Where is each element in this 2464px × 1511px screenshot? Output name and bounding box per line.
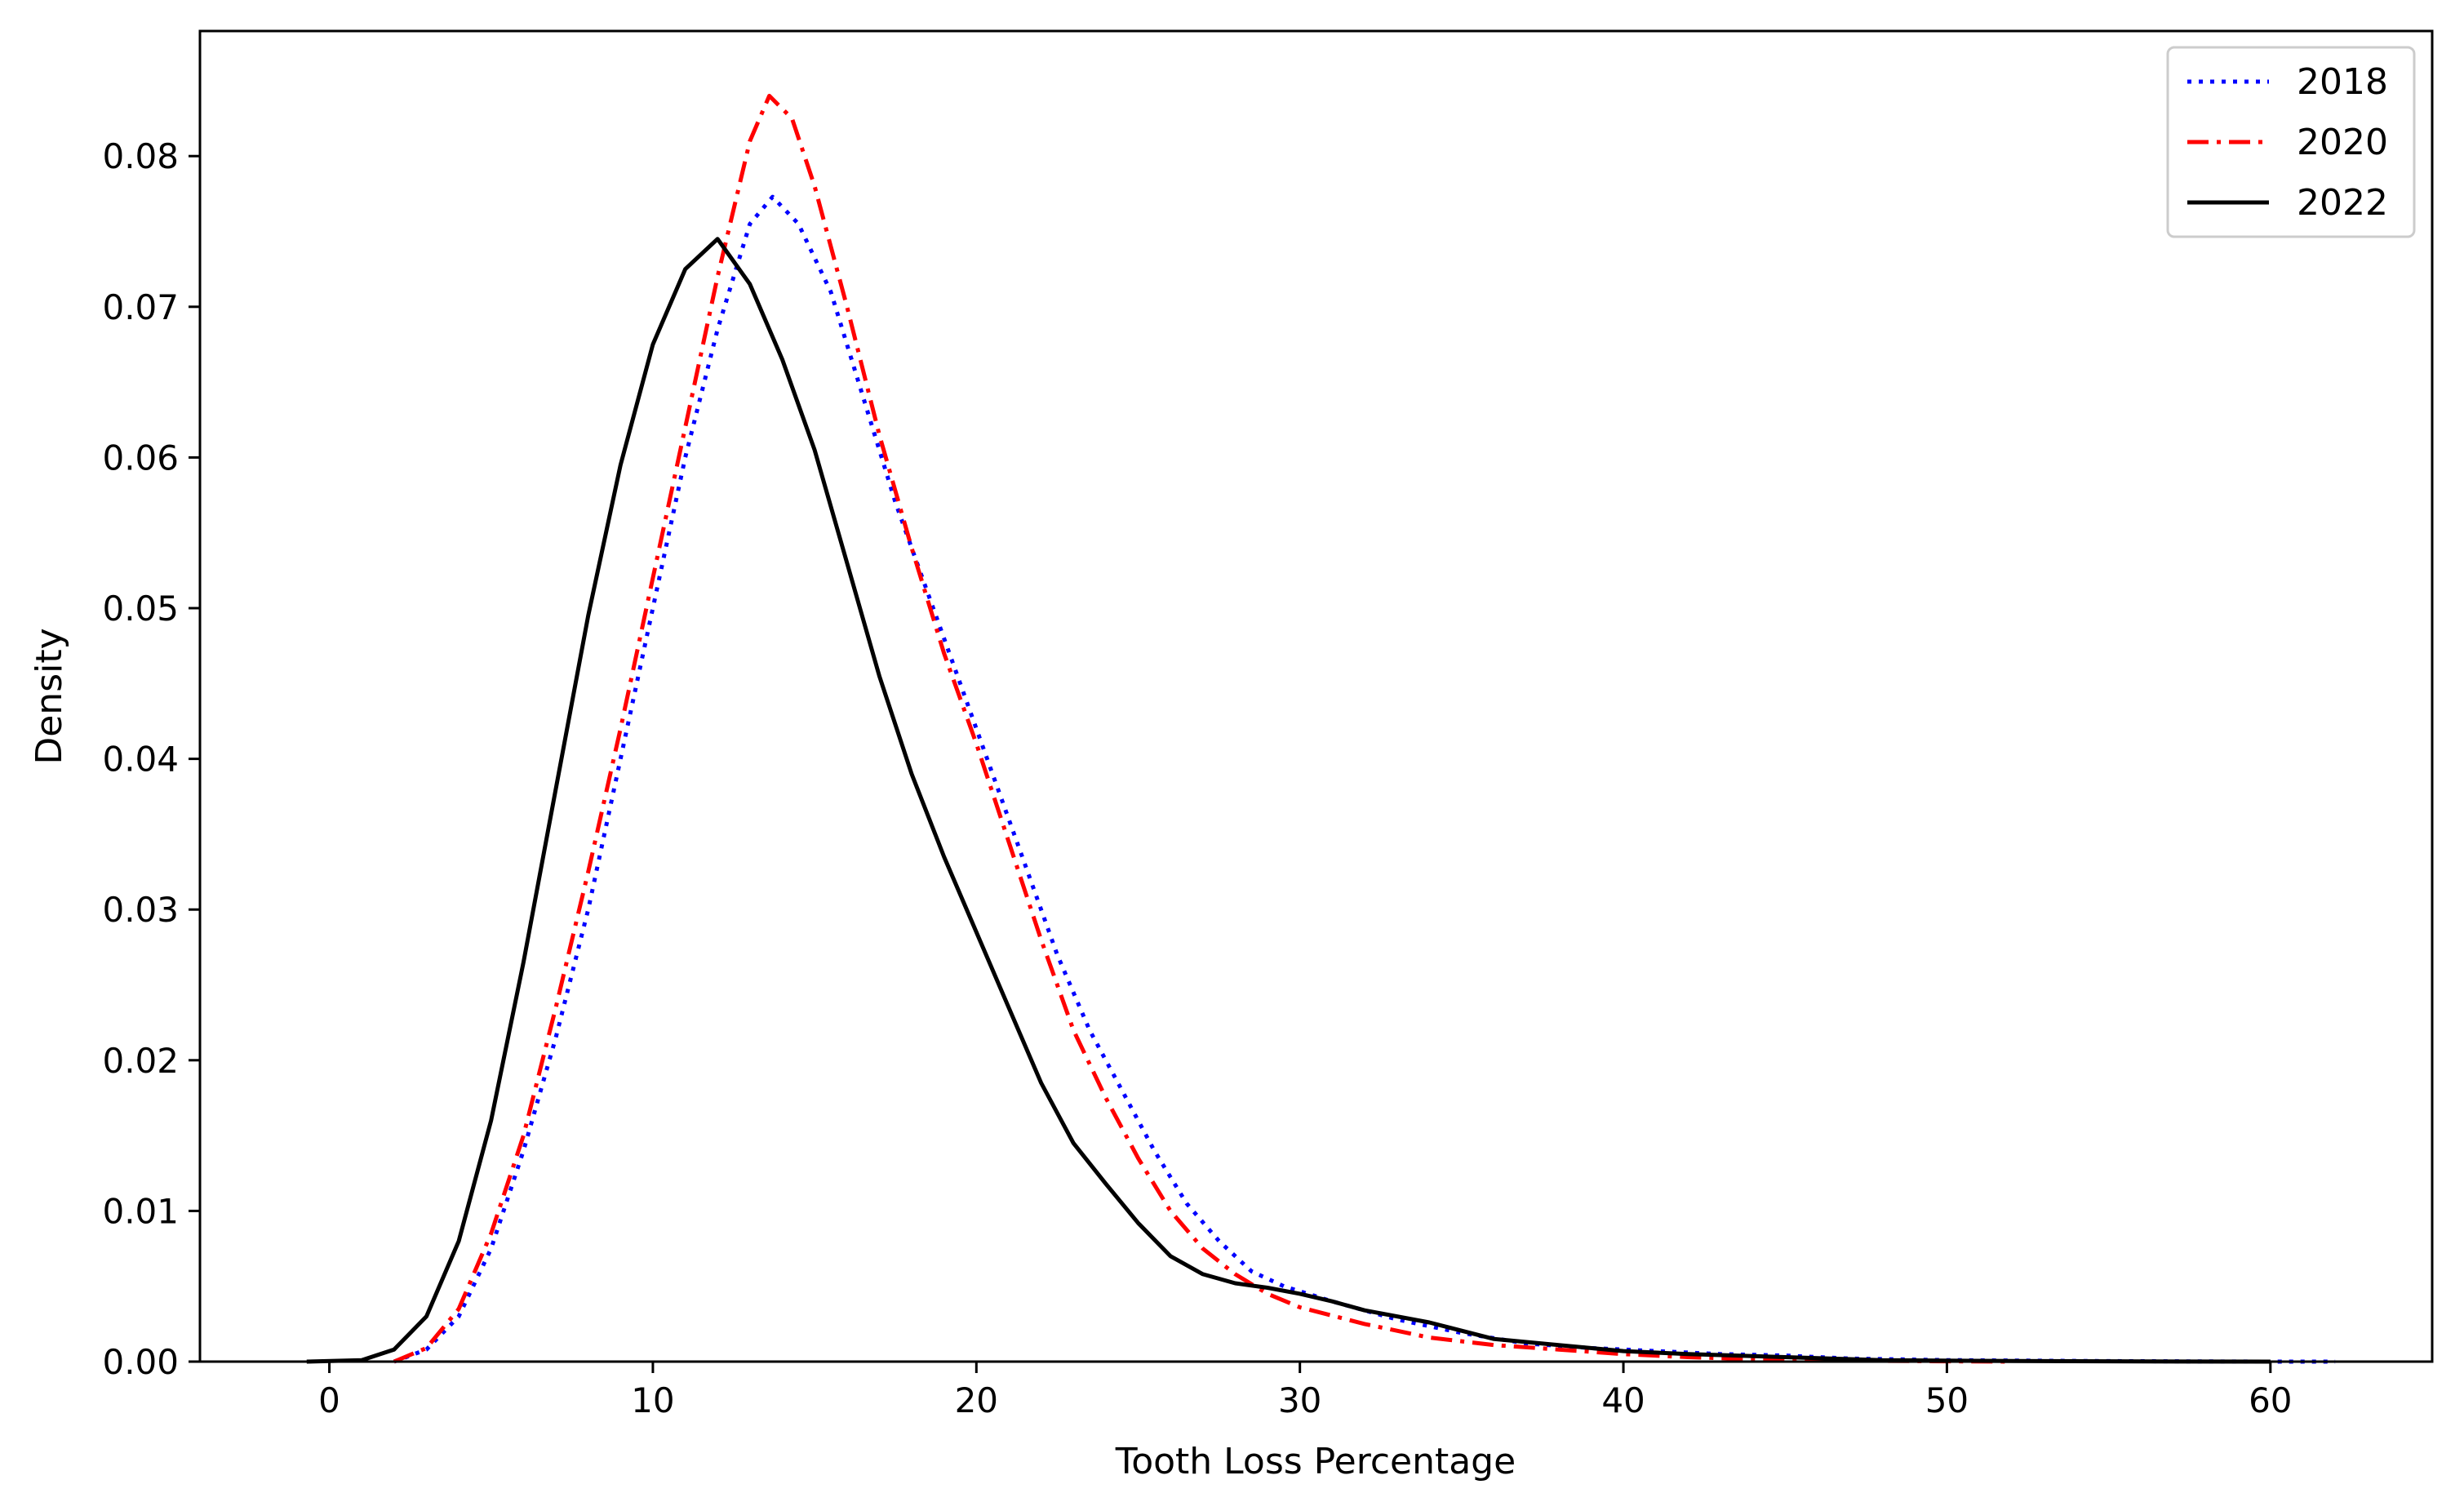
x-tick-label: 40 [1601,1380,1645,1420]
series-line-2020 [393,93,2012,1364]
series-line-2022 [306,237,2271,1364]
y-tick-label: 0.02 [102,1041,179,1081]
y-tick-label: 0.01 [102,1191,179,1231]
y-tick-label: 0.05 [102,589,179,629]
y-tick-label: 0.03 [102,890,179,930]
y-tick-label: 0.00 [102,1342,179,1382]
legend-label-2022: 2022 [2297,182,2388,224]
x-tick-label: 60 [2249,1380,2292,1420]
legend-label-2018: 2018 [2297,61,2388,103]
x-tick-label: 10 [631,1380,674,1420]
y-axis-title: Density [29,628,70,764]
legend-label-2020: 2020 [2297,122,2388,163]
x-axis-title: Tooth Loss Percentage [1115,1441,1516,1482]
x-tick-label: 50 [1925,1380,1969,1420]
x-axis: 0 10 20 30 40 50 60 [318,1362,2293,1420]
series-layer [306,93,2336,1364]
x-tick-label: 20 [955,1380,998,1420]
x-tick-label: 0 [318,1380,340,1420]
plot-frame [198,29,2434,1363]
x-tick-label: 30 [1278,1380,1321,1420]
y-tick-label: 0.04 [102,740,179,780]
y-tick-label: 0.08 [102,136,179,176]
y-tick-label: 0.06 [102,438,179,478]
series-line-2018 [393,194,2336,1364]
y-axis: 0.00 0.01 0.02 0.03 0.04 0.05 0.06 0.07 0.08 [102,136,200,1382]
y-tick-label: 0.07 [102,287,179,327]
legend: 2018 2020 2022 [2166,46,2416,238]
legend-box [2166,46,2416,238]
